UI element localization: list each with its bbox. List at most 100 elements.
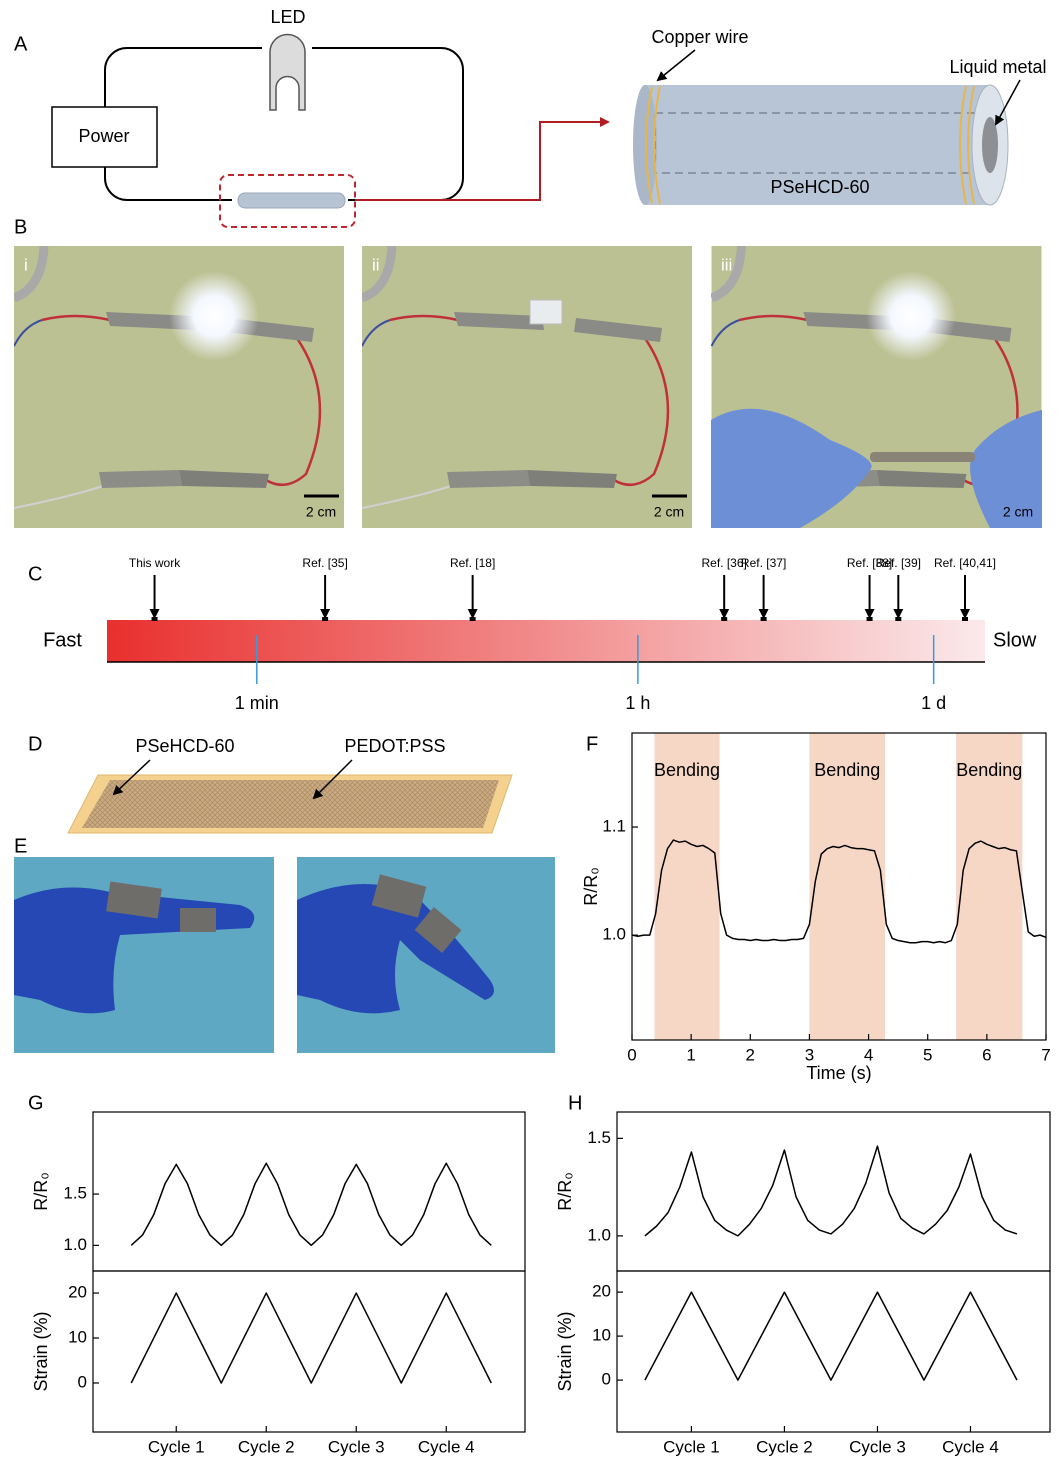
figure: A Power LED Copper wire Liquid metal PSe…: [0, 0, 1063, 1472]
y-tick-label: 0: [602, 1370, 611, 1389]
x-tick-label: Cycle 4: [942, 1437, 999, 1456]
plot-frame: [617, 1112, 1050, 1271]
y-tick-label: 1.5: [63, 1184, 87, 1203]
y-axis-label: R/R₀: [31, 1172, 51, 1210]
y-tick-label: 1.0: [63, 1235, 87, 1254]
x-tick-label: 1: [686, 1045, 695, 1064]
x-tick-label: 6: [982, 1045, 991, 1064]
plot-frame: [93, 1271, 525, 1432]
copper-wire-pointer: [658, 50, 695, 80]
substrate-label: PSeHCD-60: [135, 736, 234, 756]
coating-label: PEDOT:PSS: [344, 736, 445, 756]
data-line: [645, 1292, 1017, 1380]
scale-bar-label: 2 cm: [306, 504, 336, 520]
x-tick-label: 1 min: [235, 693, 279, 713]
timeline-bar: [107, 620, 985, 662]
led-glow: [866, 271, 956, 361]
y-axis-label: R/R₀: [581, 867, 601, 905]
event-marker: [867, 617, 873, 621]
x-tick-label: 2: [746, 1045, 755, 1064]
event-marker: [895, 617, 901, 621]
event-label: Ref. [40,41]: [934, 556, 996, 570]
stretched-sample: [870, 452, 975, 462]
led-icon: [270, 35, 305, 111]
x-tick-label: 1 h: [625, 693, 650, 713]
x-tick-label: Cycle 4: [418, 1437, 475, 1456]
page: Figure html, body { margin: 0; padding: …: [0, 0, 1063, 1472]
led-off: [530, 300, 562, 324]
plot-frame: [617, 1271, 1050, 1432]
event-label: Ref. [39]: [876, 556, 921, 570]
x-tick-label: Cycle 2: [238, 1437, 295, 1456]
x-tick-label: 3: [805, 1045, 814, 1064]
event-marker: [962, 617, 968, 621]
x-tick-label: Cycle 3: [849, 1437, 906, 1456]
panel-label: E: [14, 835, 27, 857]
event-label: Ref. [37]: [741, 556, 786, 570]
photo-label: ii: [372, 255, 380, 274]
sensor-band: [180, 908, 216, 932]
x-tick-label: 0: [627, 1045, 636, 1064]
band-label: Bending: [956, 760, 1022, 780]
x-axis-label: Time (s): [806, 1063, 871, 1083]
y-tick-label: 1.1: [602, 817, 626, 836]
liquid-metal-core: [982, 117, 998, 173]
event-marker: [152, 617, 158, 621]
x-tick-label: Cycle 3: [328, 1437, 385, 1456]
y-axis-label: Strain (%): [555, 1311, 575, 1391]
sample-label: PSeHCD-60: [770, 177, 869, 197]
x-tick-label: 4: [864, 1045, 873, 1064]
panel-label: D: [28, 733, 42, 755]
panel-label: H: [568, 1092, 582, 1114]
y-axis-label: Strain (%): [31, 1311, 51, 1391]
event-marker: [721, 617, 727, 621]
data-line: [131, 1293, 491, 1383]
event-marker: [761, 617, 767, 621]
y-tick-label: 20: [68, 1283, 87, 1302]
scale-bar-label: 2 cm: [1003, 504, 1033, 520]
power-label: Power: [78, 126, 129, 146]
y-tick-label: 1.5: [587, 1128, 611, 1147]
zoom-arrow: [355, 122, 608, 200]
panel-label: B: [14, 216, 27, 238]
y-axis-label: R/R₀: [555, 1172, 575, 1210]
y-tick-label: 20: [592, 1282, 611, 1301]
x-tick-label: Cycle 2: [756, 1437, 813, 1456]
y-tick-label: 10: [68, 1327, 87, 1346]
x-tick-label: Cycle 1: [663, 1437, 720, 1456]
end-label: Slow: [993, 629, 1037, 651]
photo-label: iii: [721, 255, 732, 274]
y-tick-label: 1.0: [602, 925, 626, 944]
data-line: [131, 1163, 491, 1245]
copper-wire-label: Copper wire: [651, 27, 748, 47]
x-tick-label: 5: [923, 1045, 932, 1064]
small-cylinder: [238, 193, 345, 208]
pedot-layer: [82, 780, 499, 828]
panel-label: A: [14, 33, 28, 55]
y-tick-label: 1.0: [587, 1225, 611, 1244]
y-tick-label: 0: [78, 1372, 87, 1391]
scale-bar-label: 2 cm: [654, 504, 684, 520]
x-tick-label: Cycle 1: [148, 1437, 205, 1456]
event-label: This work: [129, 556, 181, 570]
liquid-metal-label: Liquid metal: [949, 57, 1046, 77]
panel-label: C: [28, 563, 42, 585]
event-label: Ref. [35]: [302, 556, 347, 570]
photo-label: i: [24, 255, 28, 274]
band-label: Bending: [814, 760, 880, 780]
band-label: Bending: [654, 760, 720, 780]
event-marker: [470, 617, 476, 621]
panel-label: G: [28, 1092, 44, 1114]
led-glow: [169, 271, 259, 361]
data-line: [645, 1146, 1017, 1236]
led-label: LED: [270, 7, 305, 27]
panel-label: F: [586, 733, 598, 755]
event-label: Ref. [18]: [450, 556, 495, 570]
start-label: Fast: [43, 629, 82, 651]
body: A Power LED Copper wire Liquid metal PSe…: [0, 0, 1063, 1472]
x-tick-label: 1 d: [921, 693, 946, 713]
event-marker: [322, 617, 328, 621]
y-tick-label: 10: [592, 1326, 611, 1345]
photo-ii: [362, 246, 692, 528]
x-tick-label: 7: [1041, 1045, 1050, 1064]
